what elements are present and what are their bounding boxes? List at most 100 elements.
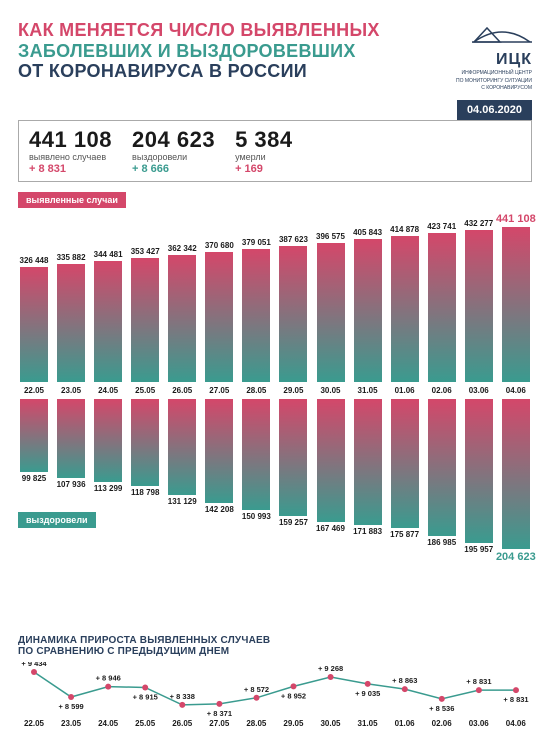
svg-text:+ 8 946: + 8 946 [96,673,121,682]
axis-date: 27.05 [203,386,235,395]
recovered-bar: 167 469 [315,399,347,533]
svg-text:+ 8 952: + 8 952 [281,691,306,700]
dyn-date: 28.05 [240,719,272,728]
cases-bar: 423 741 [426,222,458,382]
recovered-bar-rect [279,399,307,516]
stat-recovered-label: выздоровели [132,152,215,162]
cases-bar-rect [131,258,159,382]
axis-date: 26.05 [166,386,198,395]
cases-bar-rect [57,264,85,382]
cases-bar-label: 396 575 [316,232,345,241]
recovered-bar-label: 159 257 [279,518,308,527]
dyn-date: 22.05 [18,719,50,728]
recovered-bar: 195 957 [463,399,495,554]
recovered-bar-rect [57,399,85,478]
dyn-date: 23.05 [55,719,87,728]
dynamics-dates: 22.0523.0524.0525.0526.0527.0528.0529.05… [18,719,532,728]
cases-bar: 405 843 [352,228,384,382]
recovered-bar-label: 107 936 [57,480,86,489]
badge-recovered: выздоровели [18,512,96,528]
recovered-bar: 204 623 [500,399,532,565]
stat-deaths: 5 384 умерли + 169 [235,127,293,175]
cases-bar-rect [94,261,122,382]
svg-text:+ 8 599: + 8 599 [58,702,83,711]
cases-bar-rect [502,227,530,382]
cases-bar-rect [428,233,456,382]
axis-date: 22.05 [18,386,50,395]
recovered-bar: 99 825 [18,399,50,483]
svg-text:+ 8 831: + 8 831 [466,677,491,686]
cases-bar-label: 344 481 [94,250,123,259]
svg-text:+ 9 434: + 9 434 [21,662,47,668]
title-line1: КАК МЕНЯЕТСЯ ЧИСЛО ВЫЯВЛЕННЫХ [18,20,380,41]
cases-bar-label: 353 427 [131,247,160,256]
recovered-bar: 159 257 [277,399,309,527]
svg-text:+ 8 371: + 8 371 [207,708,232,716]
cases-bar-rect [279,246,307,382]
svg-text:+ 8 338: + 8 338 [170,691,195,700]
dyn-date: 26.05 [166,719,198,728]
cases-bar: 441 108 [500,213,532,382]
recovered-bar: 113 299 [92,399,124,493]
recovered-bar-label: 131 129 [168,497,197,506]
stat-deaths-delta: + 169 [235,163,293,175]
cases-bar: 379 051 [240,238,272,382]
cases-bars: 326 448 335 882 344 481 353 427 362 342 370 6… [18,212,532,382]
logo-abbr: ИЦК [456,51,532,69]
recovered-bar-rect [94,399,122,482]
charts: 326 448 335 882 344 481 353 427 362 342 370 6… [18,212,532,627]
recovered-bar-rect [131,399,159,486]
recovered-bar-label: 171 883 [353,527,382,536]
recovered-bar-rect [205,399,233,503]
logo-sub2: ПО МОНИТОРИНГУ СИТУАЦИИ [456,79,532,85]
axis-date: 02.06 [426,386,458,395]
cases-bar: 344 481 [92,250,124,382]
recovered-bar-rect [502,399,530,549]
recovered-bar-rect [242,399,270,510]
cases-bar-label: 362 342 [168,244,197,253]
cases-bar-label: 335 882 [57,253,86,262]
stat-recovered-delta: + 8 666 [132,163,215,175]
stat-cases-num: 441 108 [29,127,112,153]
svg-text:+ 9 268: + 9 268 [318,664,343,673]
cases-bar: 326 448 [18,256,50,382]
report-date: 04.06.2020 [457,100,532,120]
recovered-bar-rect [20,399,48,472]
stat-recovered: 204 623 выздоровели + 8 666 [132,127,215,175]
dyn-date: 25.05 [129,719,161,728]
dyn-date: 27.05 [203,719,235,728]
recovered-bar-label: 167 469 [316,524,345,533]
recovered-bar-rect [465,399,493,543]
cases-bar-label: 432 277 [464,219,493,228]
axis-date: 24.05 [92,386,124,395]
dyn-date: 31.05 [352,719,384,728]
axis-date: 29.05 [277,386,309,395]
dyn-date: 30.05 [315,719,347,728]
svg-text:+ 8 572: + 8 572 [244,684,269,693]
cases-bar-rect [20,267,48,382]
cases-bar-label: 441 108 [496,213,536,225]
axis-date: 03.06 [463,386,495,395]
recovered-bar-label: 195 957 [464,545,493,554]
recovered-bars: 99 825107 936113 299118 798131 129142 20… [18,399,532,569]
cases-bar-rect [465,230,493,382]
axis-date: 31.05 [352,386,384,395]
axis-date: 28.05 [240,386,272,395]
recovered-bar-label: 99 825 [22,474,46,483]
cases-bar-label: 370 680 [205,241,234,250]
cases-bar: 362 342 [166,244,198,382]
axis-date: 04.06 [500,386,532,395]
stat-cases: 441 108 выявлено случаев + 8 831 [29,127,112,175]
logo-icon [472,20,532,48]
title-line3: ОТ КОРОНАВИРУСА В РОССИИ [18,61,380,82]
cases-bar: 414 878 [389,225,421,382]
recovered-bar-rect [354,399,382,525]
axis-date: 23.05 [55,386,87,395]
cases-bar: 353 427 [129,247,161,382]
cases-bar-rect [242,249,270,382]
dyn-date: 01.06 [389,719,421,728]
recovered-bar: 171 883 [352,399,384,536]
recovered-bar-label: 150 993 [242,512,271,521]
recovered-bar-label: 175 877 [390,530,419,539]
cases-bar-rect [317,243,345,382]
